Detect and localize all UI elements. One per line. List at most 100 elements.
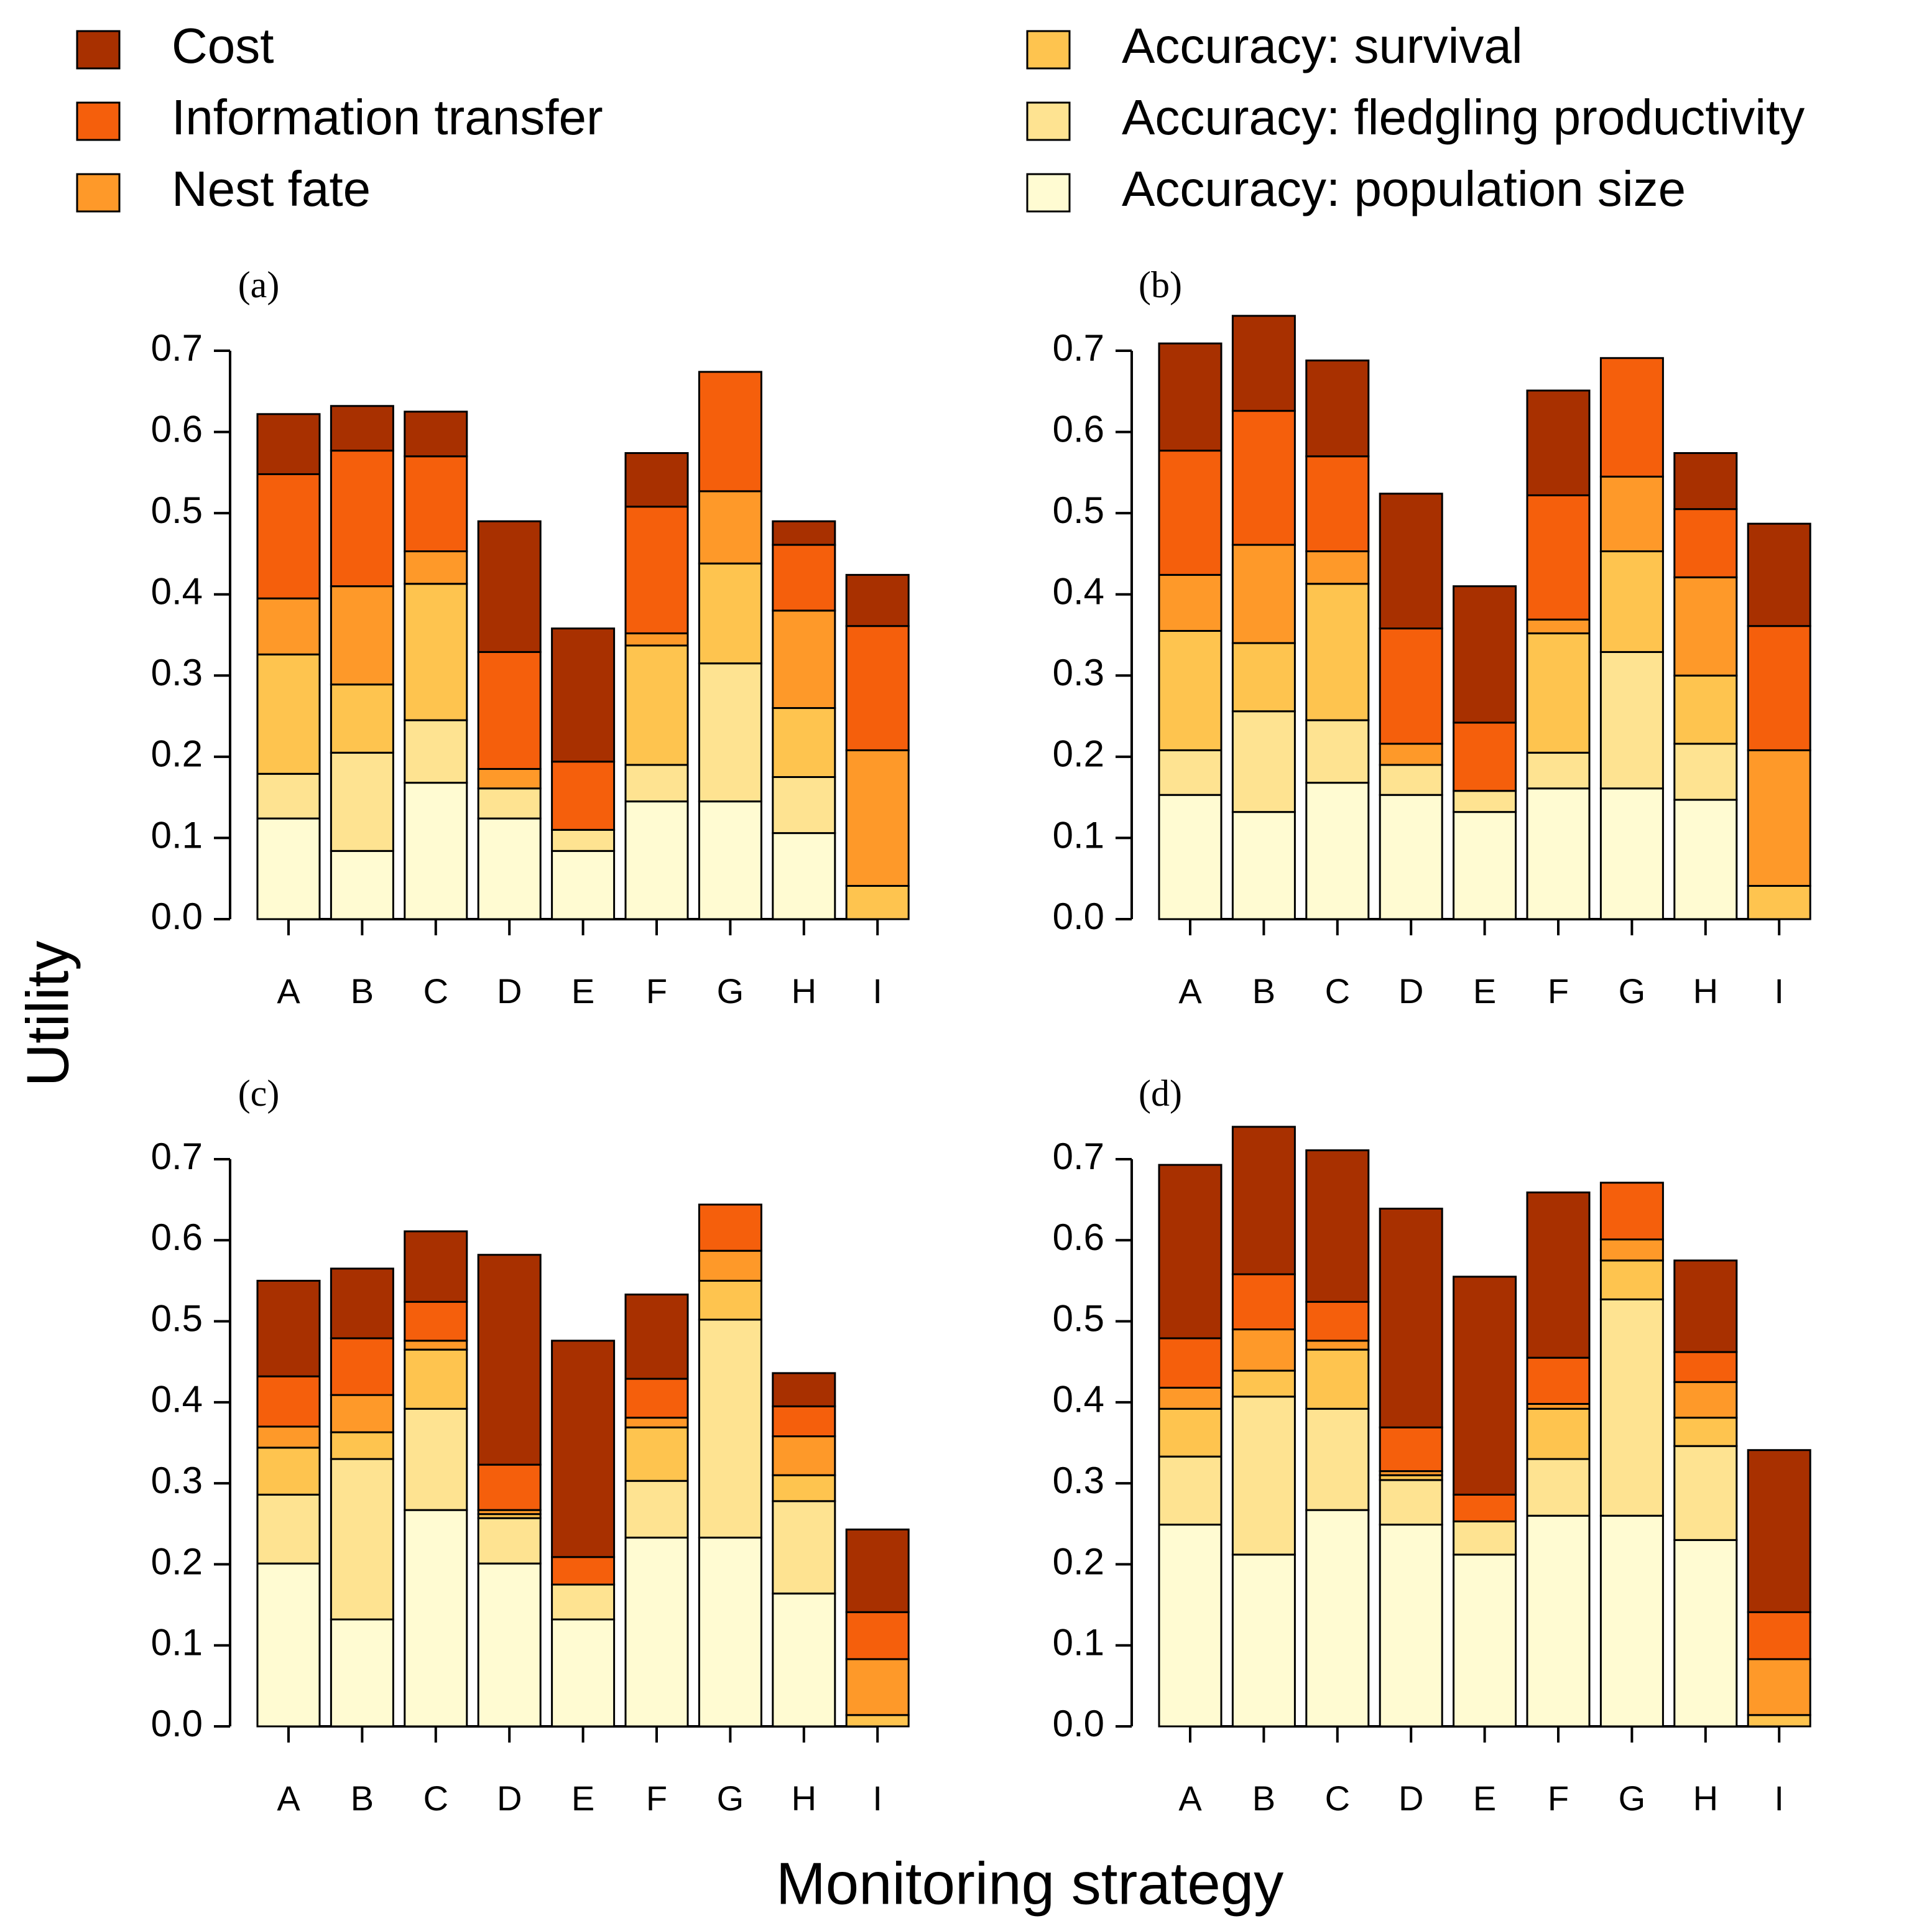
bar-segment — [1526, 618, 1591, 634]
bar-segment — [404, 719, 468, 784]
y-tick-label: 0.1 — [151, 1622, 203, 1664]
bar-segment — [1305, 1149, 1370, 1303]
legend-swatch — [76, 101, 121, 141]
bar-segment — [1747, 1611, 1811, 1660]
y-tick-label: 0.2 — [151, 1540, 203, 1582]
bar-segment — [256, 1562, 321, 1728]
bar-segment — [1526, 1407, 1591, 1460]
legend-label: Nest fate — [172, 161, 371, 216]
bar-segment — [624, 1479, 689, 1539]
bar-segment — [1599, 475, 1664, 553]
panel-title: (a) — [238, 264, 280, 305]
x-tick-label: A — [1178, 971, 1202, 1011]
bar-segment — [1673, 799, 1738, 920]
bar-segment — [772, 776, 836, 835]
x-tick-label: G — [717, 971, 744, 1011]
y-tick-label: 0.4 — [151, 1379, 203, 1420]
legend-label: Cost — [172, 18, 274, 73]
bar-segment — [1305, 1300, 1370, 1342]
bar-segment — [1673, 508, 1738, 578]
bar-segment — [1379, 493, 1443, 630]
bar-segment — [551, 850, 616, 920]
bar-segment — [1747, 1449, 1811, 1613]
bar-segment — [256, 1493, 321, 1565]
y-tick-label: 0.0 — [151, 1703, 203, 1744]
bar-segment — [845, 625, 910, 751]
bar-segment — [477, 1517, 542, 1565]
bar-segment — [1231, 315, 1296, 412]
bar-segment — [772, 832, 836, 920]
bar-segment — [477, 817, 542, 920]
bar-segment — [330, 1618, 394, 1728]
bar-segment — [551, 627, 616, 763]
y-tick-label: 0.2 — [151, 733, 203, 775]
bar-segment — [1305, 719, 1370, 784]
bar-segment — [1599, 1238, 1664, 1262]
bar-segment — [1526, 494, 1591, 621]
bar-segment — [404, 1300, 468, 1342]
bar-segment — [1526, 389, 1591, 496]
bar-segment — [330, 1394, 394, 1433]
y-tick-label: 0.6 — [1053, 1216, 1104, 1258]
x-tick-label: E — [1473, 1779, 1496, 1818]
y-tick-label: 0.7 — [151, 327, 203, 369]
y-tick-label: 0.0 — [151, 896, 203, 937]
bar-segment — [1453, 585, 1517, 724]
bar-segment — [1673, 1351, 1738, 1383]
bar-segment — [1526, 1191, 1591, 1359]
x-tick-label: E — [1473, 971, 1496, 1011]
y-tick-label: 0.1 — [151, 814, 203, 856]
bar-segment — [404, 583, 468, 721]
legend-swatch — [1026, 30, 1071, 70]
bar-segment — [330, 1458, 394, 1621]
bar-segment — [624, 1417, 689, 1428]
bar-segment — [698, 1279, 762, 1321]
y-tick-label: 0.5 — [151, 489, 203, 531]
bar-segment — [1599, 1182, 1664, 1241]
y-tick-label: 0.4 — [151, 571, 203, 613]
panel-title: (d) — [1139, 1073, 1182, 1114]
bar-segment — [1158, 629, 1223, 751]
x-tick-label: H — [792, 971, 816, 1011]
bar-segment — [256, 772, 321, 820]
bar-segment — [1599, 787, 1664, 920]
bar-segment — [330, 450, 394, 588]
x-tick-label: G — [1619, 971, 1646, 1011]
bar-segment — [1453, 1553, 1517, 1728]
bar-segment — [1673, 1417, 1738, 1447]
bar-segment — [1231, 1553, 1296, 1728]
bar-segment — [1231, 811, 1296, 920]
bar-segment — [772, 1435, 836, 1476]
bar-segment — [1453, 811, 1517, 920]
bar-segment — [1673, 452, 1738, 511]
bar-segment — [1305, 1348, 1370, 1410]
bar-segment — [1231, 410, 1296, 546]
bar-segment — [772, 1500, 836, 1595]
y-axis-label: Utility — [14, 941, 81, 1087]
y-tick-label: 0.7 — [1053, 327, 1104, 369]
x-tick-label: F — [646, 971, 667, 1011]
bar-segment — [330, 1337, 394, 1396]
bar-segment — [698, 800, 762, 920]
bar-segment — [1379, 627, 1443, 745]
x-tick-label: C — [423, 1779, 448, 1818]
bar-segment — [1158, 450, 1223, 576]
x-tick-label: E — [571, 1779, 594, 1818]
bar-segment — [1158, 1386, 1223, 1410]
bar-segment — [772, 544, 836, 612]
bar-segment — [1379, 764, 1443, 796]
bar-segment — [1231, 1273, 1296, 1331]
bar-segment — [256, 413, 321, 475]
bar-segment — [1305, 1509, 1370, 1728]
bar-segment — [1747, 1658, 1811, 1716]
legend-label: Accuracy: survival — [1122, 18, 1523, 73]
bar-segment — [845, 1611, 910, 1660]
y-tick-label: 0.7 — [1053, 1136, 1104, 1177]
bar-segment — [551, 1583, 616, 1621]
bar-segment — [624, 800, 689, 920]
bar-segment — [772, 707, 836, 778]
x-tick-label: F — [1548, 1779, 1569, 1818]
bar-segment — [1453, 790, 1517, 813]
bar-segment — [551, 828, 616, 852]
x-tick-label: H — [1693, 1779, 1718, 1818]
